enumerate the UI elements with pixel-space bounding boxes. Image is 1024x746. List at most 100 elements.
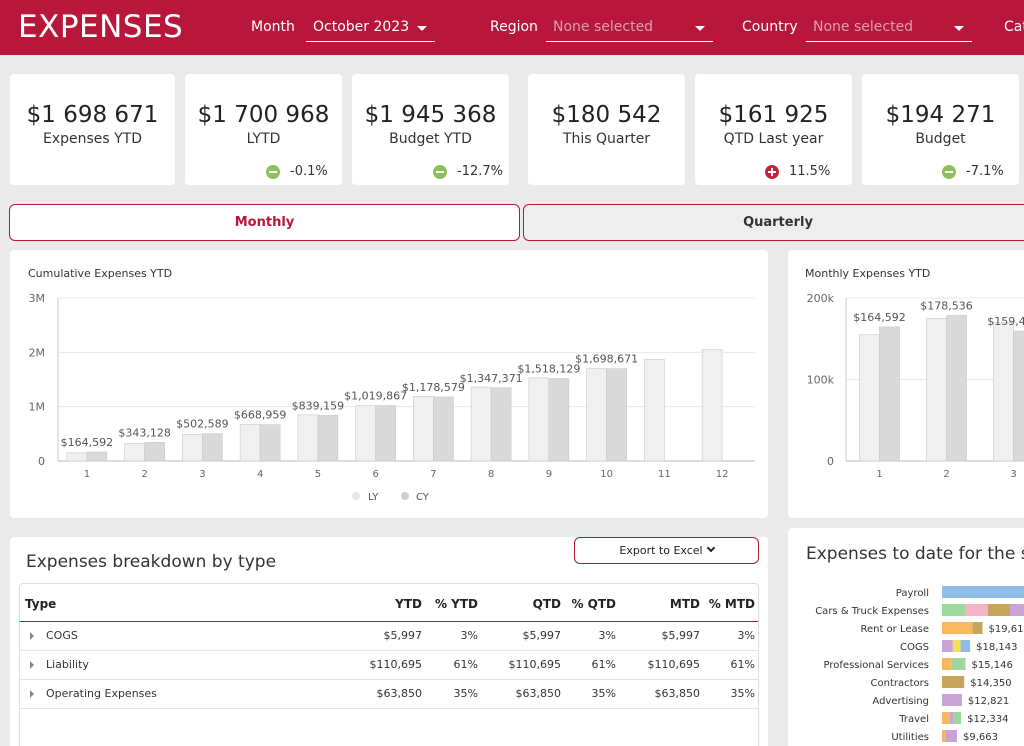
- bar-cy: [144, 442, 165, 462]
- row-type: COGS: [46, 629, 78, 642]
- region-filter-select[interactable]: None selected: [546, 16, 713, 42]
- monthly-toggle-button[interactable]: Monthly: [9, 204, 520, 241]
- row-ytd: $63,850: [376, 687, 423, 700]
- bar-cy: [490, 387, 512, 462]
- row-ytd: $5,997: [383, 629, 423, 642]
- chevron-down-icon: [695, 26, 705, 31]
- bar-total-label: $9,663: [963, 732, 998, 743]
- country-filter-select[interactable]: None selected: [806, 16, 972, 42]
- bar-total-label: $15,146: [971, 660, 1012, 671]
- category-label: Utilities: [891, 732, 929, 743]
- bar-ly: [993, 322, 1014, 462]
- bar-ly: [528, 377, 550, 462]
- kpi-value: $194 271: [885, 102, 996, 128]
- data-label: $343,128: [118, 426, 171, 439]
- bar-ly: [644, 359, 665, 462]
- col-qtd[interactable]: QTD: [532, 597, 561, 611]
- col-ytd[interactable]: YTD: [395, 597, 422, 611]
- col-pct-ytd[interactable]: % YTD: [434, 597, 478, 611]
- data-label: $668,959: [234, 409, 287, 422]
- x-tick-label: 2: [141, 469, 147, 480]
- row-mtd: $110,695: [647, 658, 701, 671]
- table-row[interactable]: COGS $5,997 3% $5,997 3% $5,997 3%: [20, 622, 758, 651]
- chevron-down-icon: [954, 26, 964, 31]
- bar-total-label: $12,821: [968, 696, 1009, 707]
- table-row[interactable]: Operating Expenses $63,850 35% $63,850 3…: [20, 680, 758, 709]
- plus-circle-icon: [765, 164, 779, 179]
- col-pct-mtd[interactable]: % MTD: [708, 597, 755, 611]
- y-tick-label: 3M: [29, 292, 46, 305]
- bar-ly: [413, 396, 434, 462]
- legend-label-ly: LY: [368, 492, 379, 503]
- month-filter-select[interactable]: October 2023: [306, 16, 435, 42]
- y-tick-label: 0: [827, 455, 834, 468]
- breakdown-panel: Expenses breakdown by type: [10, 537, 768, 746]
- row-ytd: $110,695: [369, 658, 423, 671]
- bar-total-label: $12,334: [967, 714, 1008, 725]
- bar-segment: [942, 640, 953, 652]
- row-pct-mtd: 3%: [737, 629, 755, 642]
- bar-cy: [202, 433, 223, 462]
- cumulative-chart-panel: Cumulative Expenses YTD 0 1M 2M 3M 1 $164,592…: [10, 250, 768, 518]
- kpi-value: $180 542: [551, 102, 662, 128]
- data-label: $1,019,867: [344, 390, 407, 403]
- kpi-label: LYTD: [246, 131, 281, 147]
- row-pct-ytd: 3%: [460, 629, 478, 642]
- data-label: $1,347,371: [460, 372, 523, 385]
- category-label: Payroll: [896, 588, 929, 599]
- kpi-delta-value: -7.1%: [966, 164, 1004, 179]
- data-label: $178,536: [920, 299, 973, 312]
- x-tick-label: 10: [600, 469, 613, 480]
- expand-caret-icon[interactable]: [30, 690, 34, 698]
- bar-segment: [953, 712, 962, 724]
- monthly-chart-panel: Monthly Expenses YTD 0 100k 200k 1 $164,592 2…: [788, 250, 1024, 518]
- month-filter-label: Month: [251, 19, 295, 35]
- expand-caret-icon[interactable]: [30, 661, 34, 669]
- category-label: COGS: [900, 642, 929, 653]
- bar-ly: [859, 334, 880, 462]
- col-mtd[interactable]: MTD: [669, 597, 700, 611]
- expand-caret-icon[interactable]: [30, 632, 34, 640]
- y-tick-label: 100k: [807, 374, 835, 387]
- bar-cy: [879, 326, 900, 462]
- breakdown-title: Expenses breakdown by type: [26, 552, 277, 572]
- row-qtd: $110,695: [508, 658, 562, 671]
- data-label: $839,159: [292, 399, 345, 412]
- bar-segment: [942, 730, 946, 742]
- bar-cy: [86, 451, 108, 462]
- row-mtd: $5,997: [661, 629, 701, 642]
- col-pct-qtd[interactable]: % QTD: [571, 597, 616, 611]
- kpi-card-expenses-ytd: $1 698 671 Expenses YTD: [10, 74, 175, 185]
- kpi-card-budget-ytd: $1 945 368 Budget YTD -12.7%: [352, 74, 509, 185]
- region-filter-value: None selected: [553, 19, 654, 35]
- bar-cy: [433, 396, 454, 462]
- col-type[interactable]: Type: [25, 597, 57, 611]
- minus-circle-icon: [266, 164, 280, 179]
- data-label: $1,698,671: [575, 353, 638, 366]
- quarterly-toggle-button[interactable]: Quarterly: [523, 204, 1024, 241]
- row-pct-qtd: 3%: [598, 629, 616, 642]
- bar-segment: [988, 604, 1010, 616]
- x-tick-label: 8: [488, 469, 494, 480]
- bar-segment: [972, 622, 976, 634]
- category-label: Travel: [898, 714, 929, 725]
- bar-cy: [1013, 330, 1024, 462]
- x-tick-label: 7: [430, 469, 436, 480]
- category-filter-label: Cat: [1004, 19, 1024, 35]
- bar-ly: [470, 386, 492, 462]
- category-label: Cars & Truck Expenses: [815, 606, 929, 617]
- bar-segment: [942, 712, 950, 724]
- table-row[interactable]: Liability $110,695 61% $110,695 61% $110…: [20, 651, 758, 680]
- export-to-excel-button[interactable]: Export to Excel: [574, 537, 759, 564]
- bar-ly: [355, 405, 376, 462]
- bar-cy: [375, 405, 396, 462]
- bar-ly: [239, 424, 261, 462]
- bar-segment: [942, 694, 962, 706]
- bar-ly: [66, 452, 88, 462]
- x-tick-label: 1: [84, 469, 90, 480]
- bar-segment: [952, 640, 961, 652]
- data-label: $164,592: [61, 436, 114, 449]
- bar-segment: [960, 640, 971, 652]
- y-tick-label: 2M: [29, 346, 46, 359]
- bar-ly: [586, 368, 607, 462]
